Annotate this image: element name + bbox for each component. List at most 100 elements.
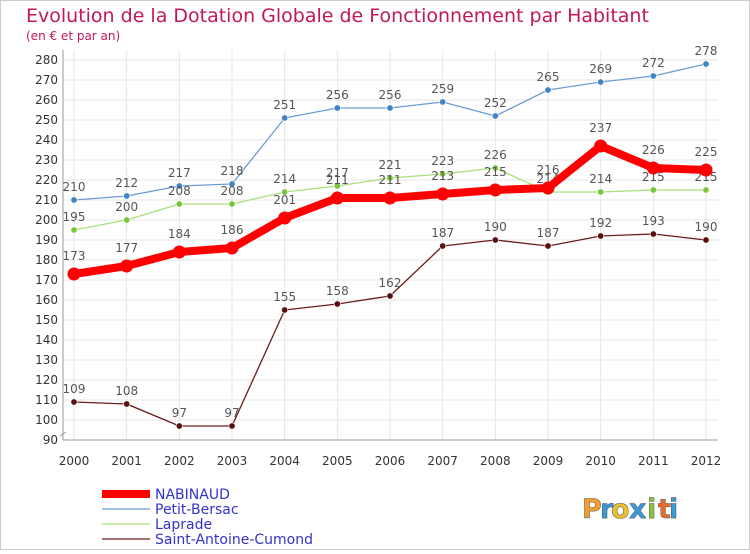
x-tick-label: 2008 [480,454,511,468]
y-tick-label: 250 [35,113,58,127]
data-point [333,300,341,308]
data-point [699,163,713,177]
data-point [333,182,341,190]
data-label: 214 [589,172,612,186]
x-tick-label: 2006 [375,454,406,468]
data-point [491,164,499,172]
data-label: 108 [115,384,138,398]
data-point [491,112,499,120]
axes [59,50,718,441]
data-label: 216 [537,163,560,177]
data-label: 217 [326,166,349,180]
data-label: 217 [168,166,191,180]
data-label: 215 [642,170,665,184]
y-tick-label: 120 [35,373,58,387]
data-label: 187 [431,226,454,240]
data-point [597,78,605,86]
data-label: 269 [589,62,612,76]
y-tick-label: 140 [35,333,58,347]
data-point [120,259,134,273]
data-label: 251 [273,98,296,112]
x-tick-label: 2003 [217,454,248,468]
data-point [649,186,657,194]
data-label: 218 [221,164,244,178]
data-label: 211 [326,173,349,187]
data-point [175,182,183,190]
y-tick-label: 220 [35,173,58,187]
proxiti-logo: Pro x i ti [582,494,679,526]
y-tick-label: 200 [35,213,58,227]
logo-letter: r [600,494,614,525]
data-point [333,104,341,112]
data-label: 97 [224,406,239,420]
data-label: 213 [431,169,454,183]
data-point [228,180,236,188]
x-tick-label: 2012 [691,454,722,468]
data-point [544,242,552,250]
data-point [175,422,183,430]
data-label: 256 [326,88,349,102]
x-tick-label: 2009 [533,454,564,468]
legend-label: NABINAUD [155,487,230,503]
data-label: 265 [537,70,560,84]
chart-title: Evolution de la Dotation Globale de Fonc… [26,5,649,27]
data-label: 223 [431,154,454,168]
data-label: 252 [484,96,507,110]
data-label: 200 [115,200,138,214]
y-tick-label: 170 [35,273,58,287]
data-point [386,174,394,182]
y-tick-label: 130 [35,353,58,367]
series-saint-antoine-cumond: 109 108 97 97 155 158 162 187 190 187 192 193 190 [63,214,718,430]
data-label: 190 [695,220,718,234]
y-tick-label: 100 [35,413,58,427]
data-label: 259 [431,82,454,96]
data-point [67,267,81,281]
x-axis-ticks: 2000 2001 2002 2003 2004 2005 2006 2007 2008 2009… [59,454,722,468]
data-label: 225 [695,145,718,159]
data-label: 158 [326,284,349,298]
data-point [702,60,710,68]
data-point [488,183,502,197]
data-point [597,232,605,240]
axis-break-mark [59,431,67,437]
y-tick-label: 190 [35,233,58,247]
data-point [702,236,710,244]
data-point [123,400,131,408]
data-point [649,230,657,238]
data-label: 192 [589,216,612,230]
y-tick-label: 150 [35,313,58,327]
data-label: 97 [172,406,187,420]
data-label: 184 [168,227,191,241]
x-tick-label: 2000 [59,454,90,468]
y-tick-label: 230 [35,153,58,167]
y-tick-label: 160 [35,293,58,307]
x-tick-label: 2002 [164,454,195,468]
data-point [281,188,289,196]
data-label: 278 [695,44,718,58]
data-label: 212 [115,176,138,190]
data-label: 256 [379,88,402,102]
data-point [225,241,239,255]
series-layer: 109 108 97 97 155 158 162 187 190 187 192 193 190 210… [63,44,718,430]
data-label: 208 [168,184,191,198]
data-point [175,200,183,208]
data-label: 226 [484,148,507,162]
y-tick-label: 110 [35,393,58,407]
data-point [594,139,608,153]
data-point [70,398,78,406]
data-label: 186 [221,223,244,237]
x-tick-label: 2007 [427,454,458,468]
data-label: 215 [484,165,507,179]
data-label: 211 [379,173,402,187]
data-point [330,191,344,205]
series-petit-bersac: 210 212 217 218 251 256 256 259 252 265 269 272 278 [63,44,718,204]
data-point [436,187,450,201]
data-point [281,114,289,122]
y-tick-label: 280 [35,53,58,67]
x-tick-label: 2011 [638,454,669,468]
data-point [541,181,555,195]
series-nabinaud: 173 177 184 186 201 211 211 213 215 216 237 226 225 [63,121,718,281]
